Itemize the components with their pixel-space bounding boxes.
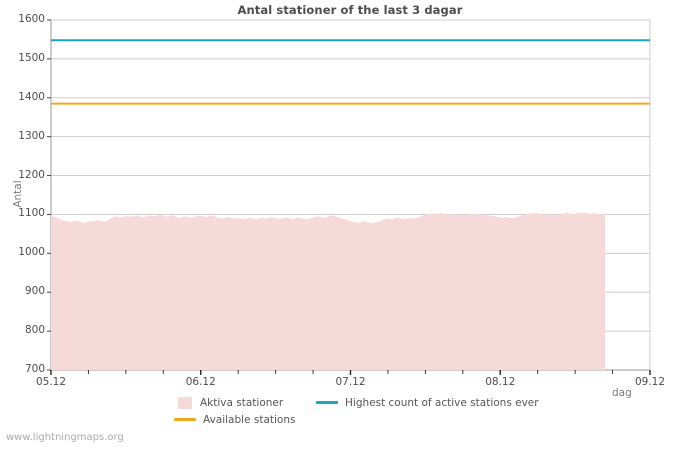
x-tick-label: 09.12 — [634, 376, 666, 388]
y-axis-ticks — [47, 19, 51, 371]
legend-swatch-icon — [178, 396, 192, 409]
y-tick-label: 1600 — [18, 13, 45, 25]
y-tick-label: 1100 — [18, 207, 45, 220]
x-axis-ticks — [50, 370, 651, 375]
legend-item-aktiva-stationer[interactable]: Aktiva stationer — [178, 394, 283, 411]
series-threshold-lines — [51, 39, 650, 105]
x-tick-label: 07.12 — [335, 376, 366, 388]
y-tick-label: 1200 — [18, 168, 45, 181]
y-axis-title: Antal — [12, 180, 24, 208]
legend-item-highest-count[interactable]: Highest count of active stations ever — [316, 394, 539, 411]
y-tick-label: 1400 — [18, 90, 45, 103]
x-tick-label: 05.12 — [35, 376, 67, 388]
y-tick-label: 1500 — [18, 51, 45, 64]
legend-row-2: Available stations — [174, 411, 638, 428]
footer-url: www.lightningmaps.org — [6, 432, 124, 443]
legend-row-1: Aktiva stationer Highest count of active… — [178, 394, 638, 411]
y-tick-label: 900 — [24, 285, 45, 298]
legend-label: Aktiva stationer — [200, 396, 284, 409]
y-tick-label: 700 — [24, 363, 45, 375]
legend-label: Available stations — [203, 413, 296, 426]
y-tick-label: 1300 — [18, 129, 45, 142]
x-tick-label: 08.12 — [485, 376, 516, 388]
legend-label: Highest count of active stations ever — [345, 396, 539, 409]
x-axis-title: dag — [612, 387, 632, 399]
chart-title: Antal stationer of the last 3 dagar — [237, 3, 463, 17]
legend-line-icon — [174, 418, 196, 421]
y-tick-label: 1000 — [18, 246, 45, 259]
legend-line-icon — [316, 401, 338, 404]
series-aktiva-stationer — [50, 212, 606, 370]
x-tick-label: 06.12 — [185, 376, 216, 388]
legend-item-available-stations[interactable]: Available stations — [174, 411, 295, 428]
chart-legend: Aktiva stationer Highest count of active… — [174, 394, 638, 428]
y-tick-label: 800 — [24, 324, 45, 337]
